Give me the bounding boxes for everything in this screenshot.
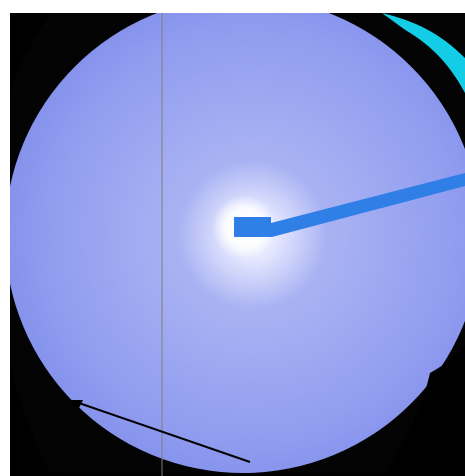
beamstop-arm xyxy=(234,173,465,237)
detector-shadow-top-left xyxy=(10,13,51,93)
detector-shadow-bottom-left xyxy=(10,365,51,476)
arrow-head xyxy=(69,400,83,410)
diffraction-pattern-svg xyxy=(10,13,465,476)
arrow-line xyxy=(75,401,251,463)
edge-highlight-top-right xyxy=(382,13,465,93)
diffraction-image xyxy=(10,13,465,476)
beamstop xyxy=(234,217,269,237)
detector-shadow-bottom-right xyxy=(384,346,465,476)
